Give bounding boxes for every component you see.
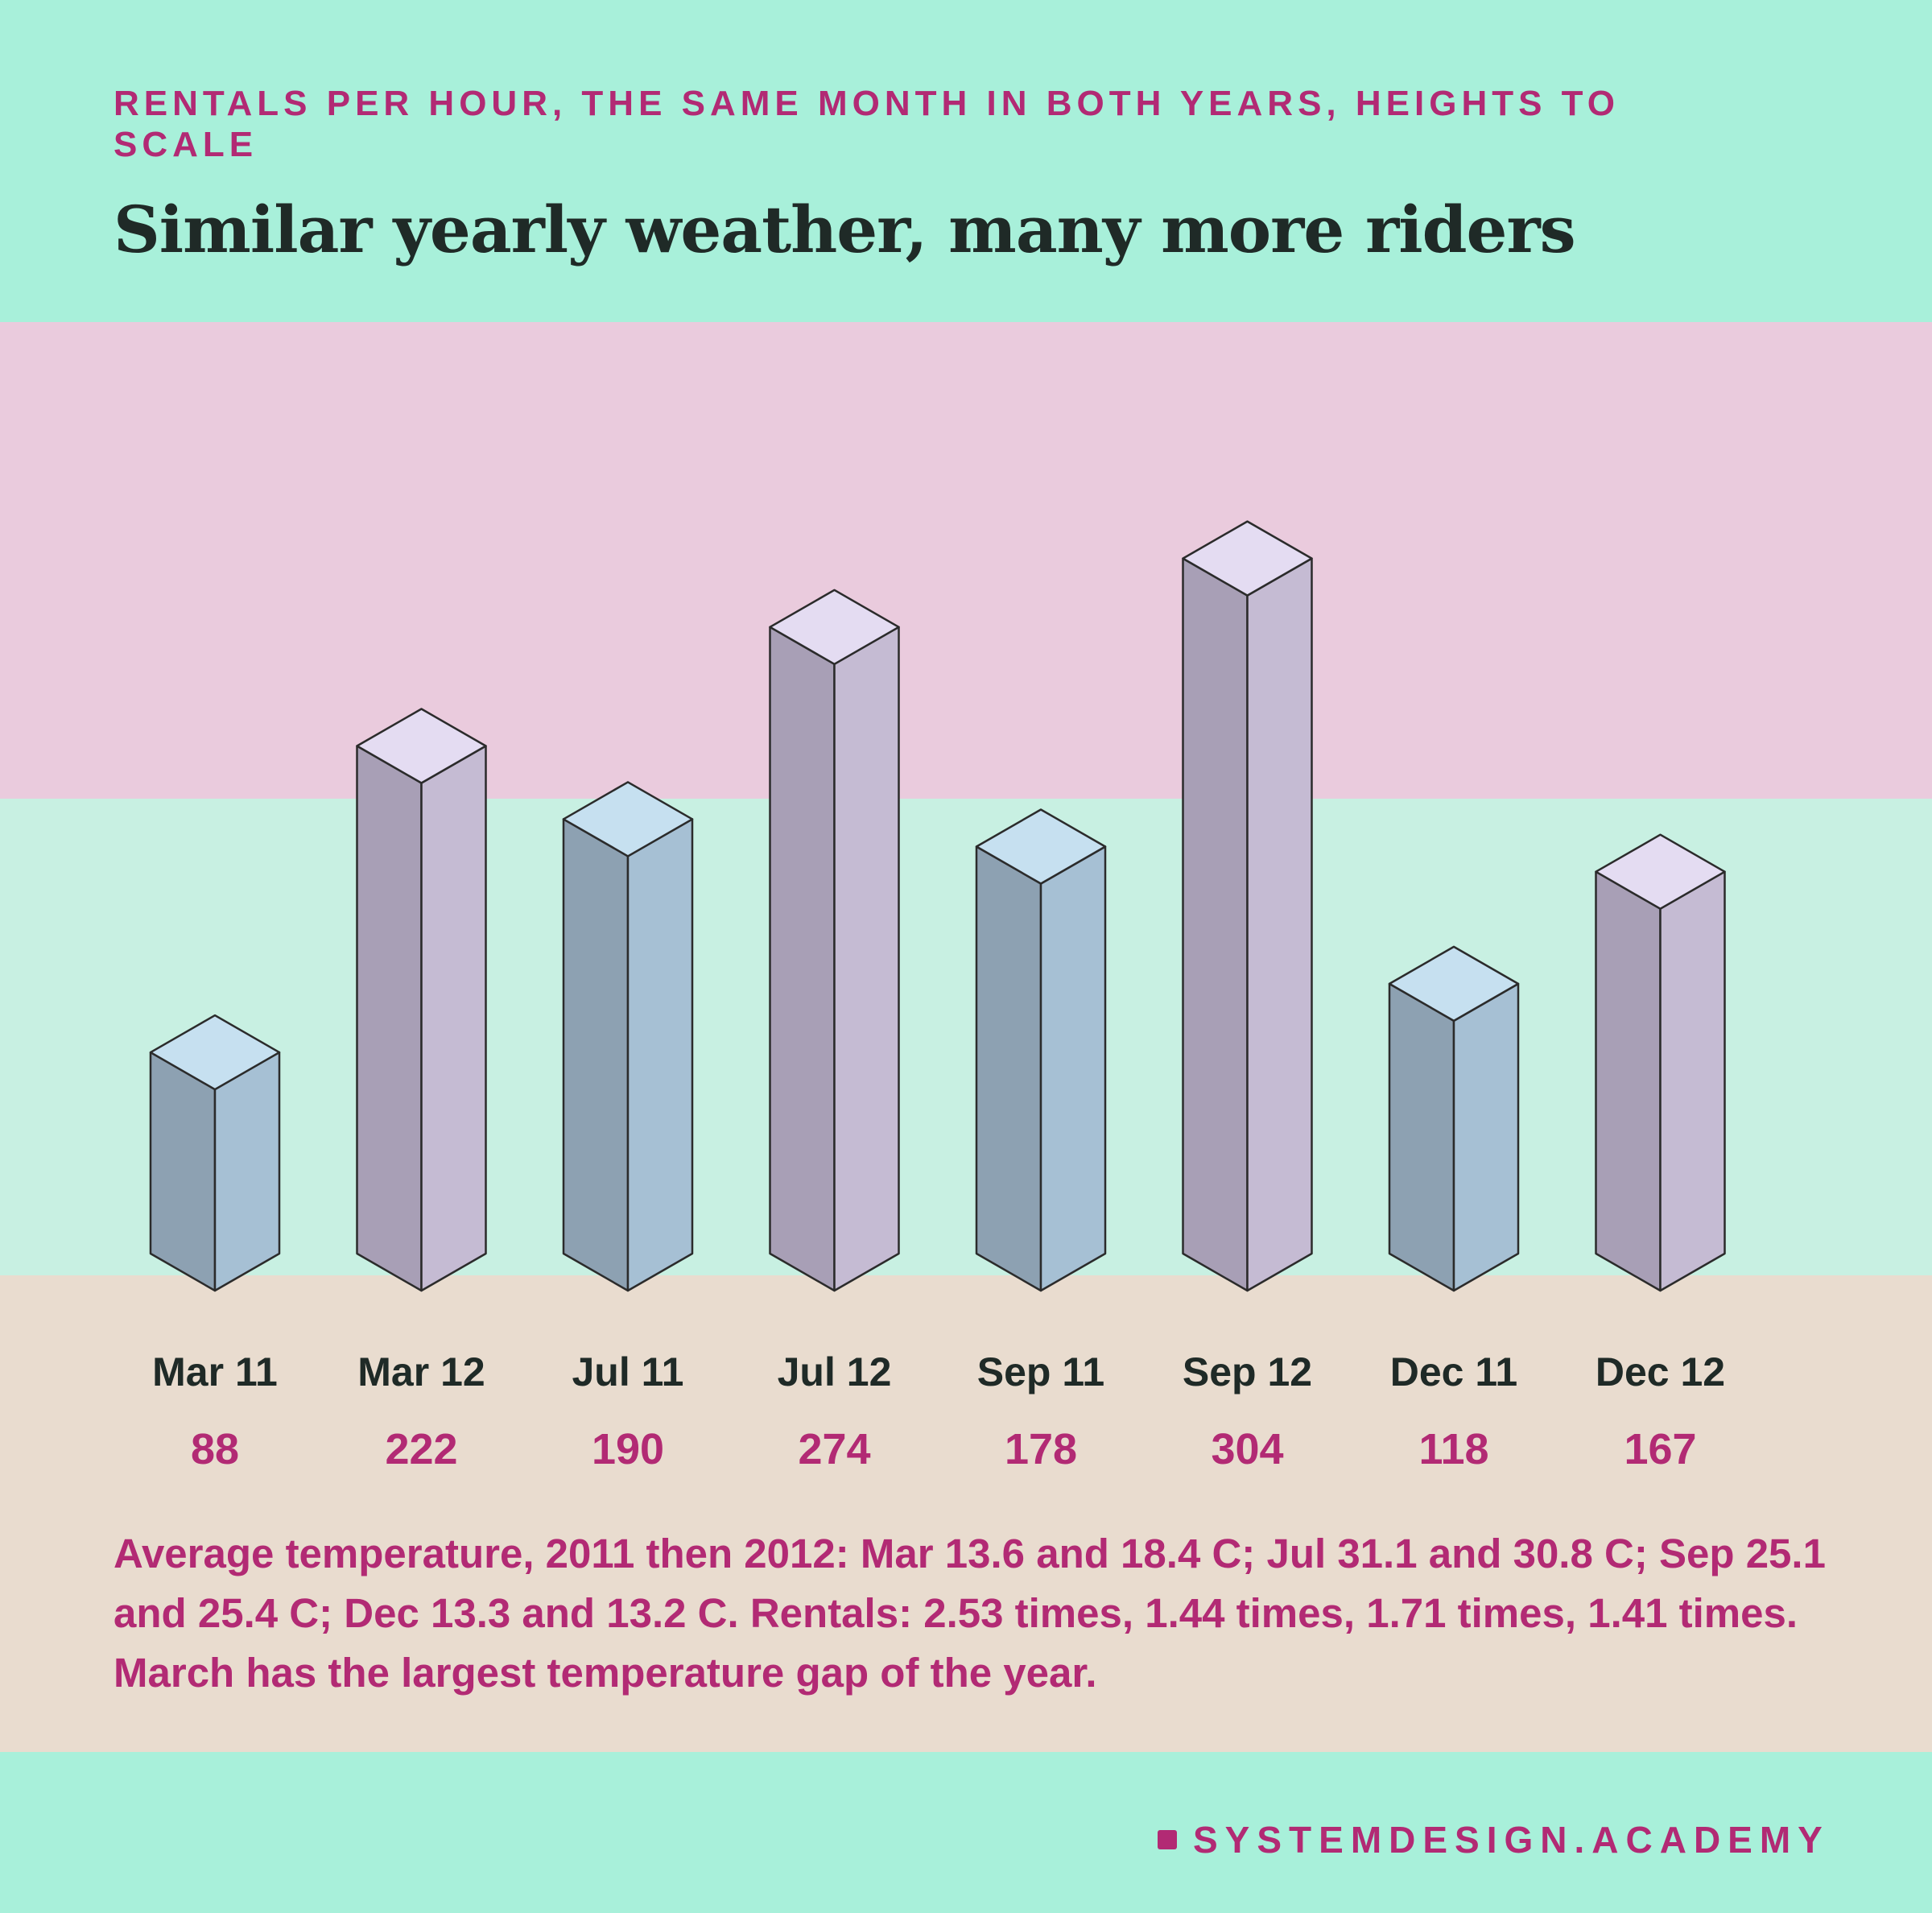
bar-top-face	[1182, 520, 1313, 597]
chart-caption: Average temperature, 2011 then 2012: Mar…	[114, 1531, 1826, 1696]
value-label: 88	[191, 1425, 239, 1473]
background-band-beige	[0, 1275, 1932, 1752]
bar-left-face	[149, 1051, 217, 1292]
bar-left-face	[562, 818, 630, 1292]
bar-right-face	[420, 745, 487, 1292]
bar	[769, 589, 900, 1292]
bar-top-face	[149, 1014, 281, 1091]
bar-top-face	[769, 589, 900, 666]
value-label: 190	[592, 1425, 664, 1473]
bar-left-face	[356, 745, 423, 1292]
category-label: Dec 12	[1596, 1349, 1725, 1394]
value-label: 304	[1211, 1425, 1283, 1473]
bar-right-face	[1246, 557, 1313, 1292]
bar-top-face	[562, 781, 694, 857]
brand-name: SYSTEMDESIGN.ACADEMY	[1193, 1819, 1830, 1861]
background-band-top	[0, 0, 1932, 322]
background-band-bottom	[0, 1752, 1932, 1913]
bar-right-face	[626, 818, 694, 1292]
bar-left-face	[1388, 982, 1455, 1292]
bar-right-face	[1452, 982, 1520, 1292]
bar	[149, 1014, 281, 1292]
category-label: Sep 11	[977, 1349, 1104, 1394]
bar-top-face	[1388, 945, 1520, 1023]
brand-footer: SYSTEMDESIGN.ACADEMY	[1158, 1818, 1830, 1861]
category-label: Dec 11	[1390, 1349, 1517, 1394]
value-label: 274	[798, 1425, 870, 1473]
value-label: 167	[1624, 1425, 1696, 1473]
category-label: Mar 11	[152, 1349, 278, 1394]
value-label: 118	[1418, 1425, 1488, 1473]
bar-left-face	[975, 845, 1042, 1292]
bar	[1595, 833, 1726, 1292]
category-label: Jul 11	[572, 1349, 684, 1394]
bar-left-face	[1595, 870, 1662, 1292]
bar-left-face	[769, 626, 836, 1292]
bar-right-face	[1659, 870, 1726, 1292]
value-label: 178	[1005, 1425, 1077, 1473]
bar	[1388, 945, 1520, 1292]
bar	[975, 808, 1107, 1292]
bar	[356, 708, 487, 1292]
value-label: 222	[385, 1425, 457, 1473]
bar-top-face	[1595, 833, 1726, 910]
category-label: Sep 12	[1183, 1349, 1312, 1394]
bar	[562, 781, 694, 1292]
background-band-pink	[0, 322, 1932, 799]
chart-title: Similar yearly weather, many more riders	[114, 192, 1576, 267]
brand-square-icon	[1158, 1830, 1177, 1849]
category-label: Jul 12	[778, 1349, 892, 1394]
bar-right-face	[1039, 845, 1107, 1292]
bar-right-face	[213, 1051, 281, 1292]
bar-right-face	[833, 626, 900, 1292]
bar-top-face	[356, 708, 487, 784]
category-label: Mar 12	[357, 1349, 485, 1394]
bar-top-face	[975, 808, 1107, 885]
bar	[1182, 520, 1313, 1292]
bar-left-face	[1182, 557, 1249, 1292]
chart-eyebrow: RENTALS PER HOUR, THE SAME MONTH IN BOTH…	[114, 84, 1620, 164]
